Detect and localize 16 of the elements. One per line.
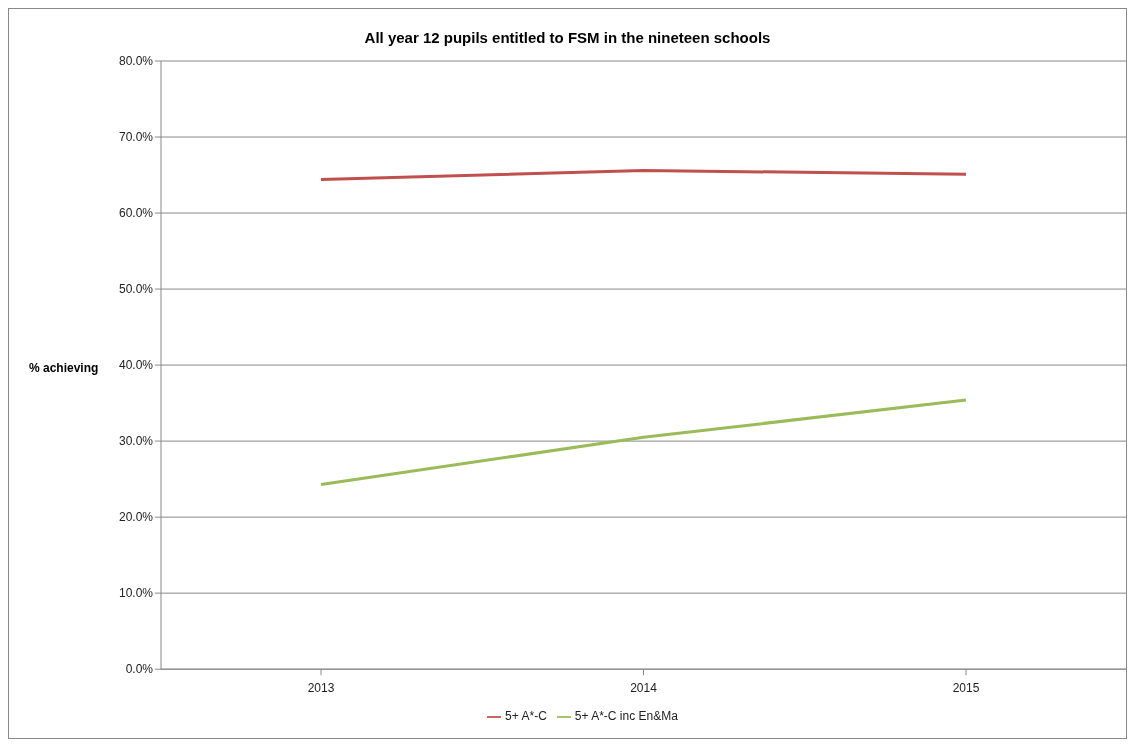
x-tick-label: 2015	[952, 680, 980, 695]
y-tick-label: 40.0%	[118, 358, 154, 373]
y-tick-label: 50.0%	[118, 282, 154, 297]
y-tick-label: 10.0%	[118, 586, 154, 601]
chart-title: All year 12 pupils entitled to FSM in the nineteen schools	[363, 29, 772, 46]
legend-label: 5+ A*-C inc En&Ma	[574, 709, 678, 724]
y-tick-label: 70.0%	[118, 130, 154, 145]
x-tick-label: 2014	[630, 680, 658, 695]
y-tick-label: 60.0%	[118, 206, 154, 221]
y-tick-label: 0.0%	[125, 662, 154, 677]
y-tick-label: 80.0%	[118, 54, 154, 69]
x-tick-label: 2013	[307, 680, 335, 695]
y-axis-title: % achieving	[29, 361, 99, 375]
y-tick-label: 30.0%	[118, 434, 154, 449]
y-tick-label: 20.0%	[118, 510, 154, 525]
legend-label: 5+ A*-C	[505, 709, 547, 724]
